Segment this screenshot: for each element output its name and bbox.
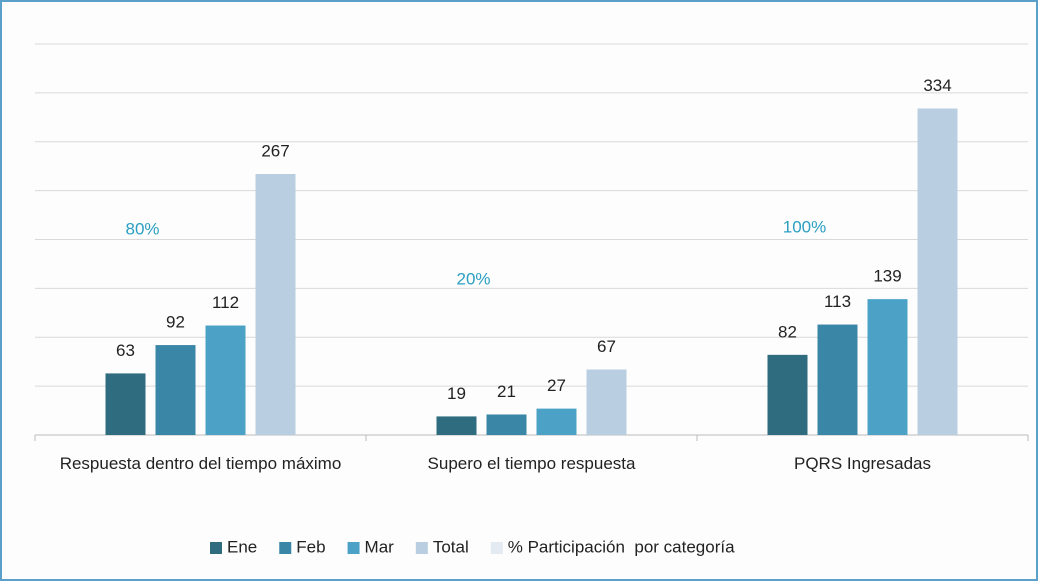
- legend-swatch: [415, 542, 428, 554]
- data-label: 267: [261, 141, 289, 160]
- data-label: 139: [873, 267, 901, 286]
- legend-swatch: [279, 542, 292, 554]
- legend-label: Ene: [227, 537, 257, 556]
- data-label: 63: [116, 341, 135, 360]
- data-label: 334: [923, 76, 951, 95]
- x-tick-label: Supero el tiempo respuesta: [427, 454, 636, 473]
- bar: [255, 174, 296, 435]
- data-label: 19: [447, 384, 466, 403]
- legend-swatch: [490, 542, 503, 554]
- x-tick-label: Respuesta dentro del tiempo máximo: [59, 454, 342, 473]
- x-tick-label-box: Respuesta dentro del tiempo máximo: [59, 454, 342, 473]
- percent-label: 20%: [456, 269, 490, 288]
- bar: [536, 408, 577, 435]
- data-label: 113: [824, 292, 851, 311]
- bar: [486, 414, 527, 435]
- x-tick-label-box: Supero el tiempo respuesta: [427, 454, 636, 473]
- legend-label: Mar: [365, 537, 395, 556]
- x-tick-label: PQRS Ingresadas: [793, 454, 931, 473]
- bar: [155, 345, 196, 435]
- data-label: 82: [778, 322, 797, 341]
- bar: [867, 299, 908, 435]
- bar: [767, 354, 808, 435]
- data-label: 27: [547, 376, 566, 395]
- bar: [586, 369, 627, 435]
- percent-label: 80%: [125, 219, 159, 238]
- percent-label: 100%: [783, 217, 826, 236]
- bar: [817, 324, 858, 435]
- data-label: 67: [597, 337, 616, 356]
- x-tick-label-box: PQRS Ingresadas: [793, 454, 931, 473]
- bar: [205, 325, 246, 435]
- legend-swatch: [210, 542, 222, 554]
- data-label: 112: [212, 293, 239, 312]
- legend-swatch: [347, 542, 360, 554]
- bar: [436, 416, 477, 435]
- legend-label: % Participación por categoría: [508, 537, 735, 556]
- legend-label: Feb: [296, 537, 325, 556]
- data-label: 92: [166, 313, 185, 332]
- data-label: 21: [497, 382, 516, 401]
- bar: [105, 373, 146, 435]
- bar: [917, 108, 958, 435]
- legend-label: Total: [433, 537, 469, 556]
